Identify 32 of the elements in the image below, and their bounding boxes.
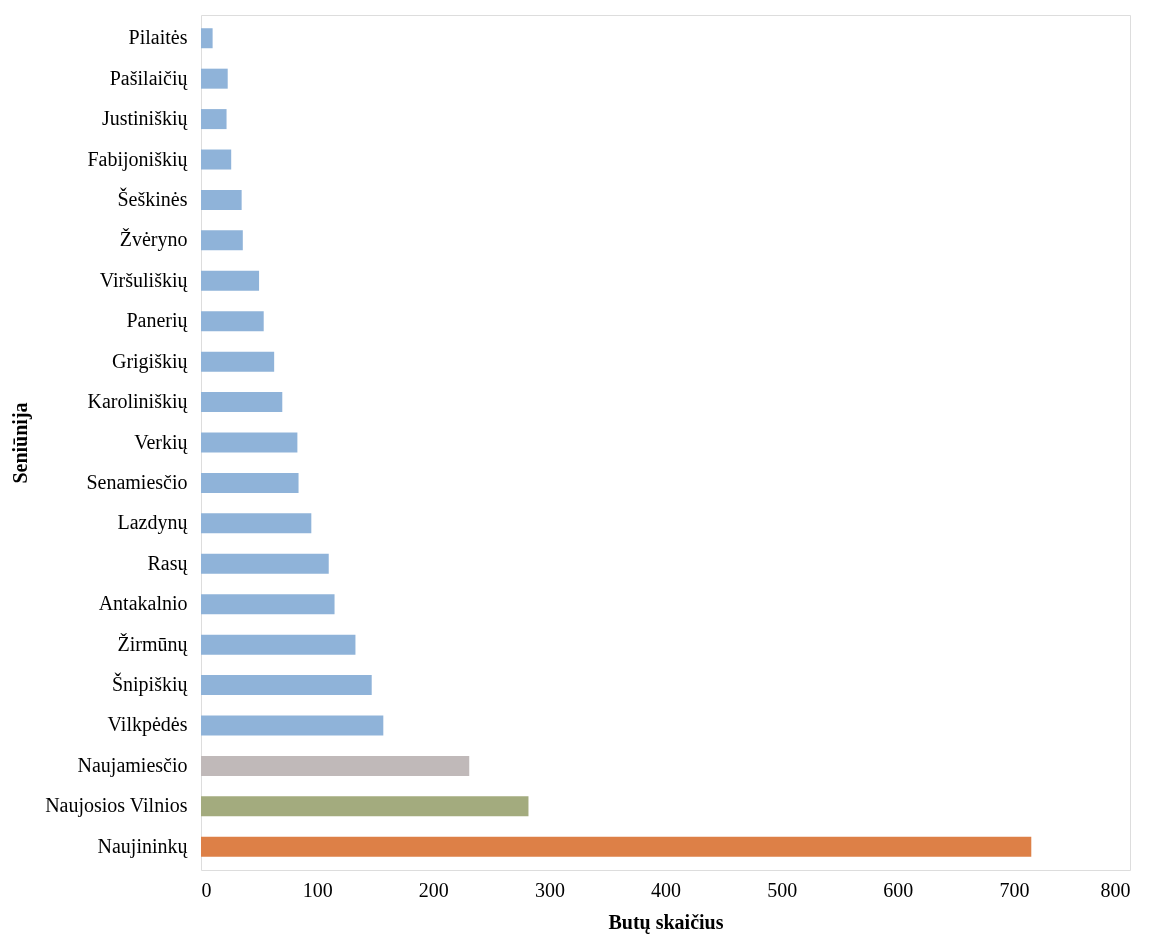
y-axis-title: Seniūnija [8, 402, 32, 484]
y-tick-label: Šeškinės [117, 186, 188, 210]
x-tick-label: 700 [999, 878, 1030, 901]
x-axis-title: Butų skaičius [608, 910, 724, 934]
y-tick-label: Justiniškių [101, 107, 189, 131]
y-tick-label: Pašilaičių [109, 66, 189, 90]
y-tick-label: Naujamiesčio [77, 753, 188, 777]
x-tick-label: 100 [302, 878, 333, 901]
y-tick-label: Antakalnio [98, 592, 188, 615]
x-tick-label: 200 [418, 878, 449, 901]
y-tick-label: Grigiškių [111, 349, 189, 373]
y-tick-label: Rasų [147, 551, 189, 575]
y-tick-label: Žvėryno [119, 228, 188, 252]
x-tick-label: 300 [534, 878, 565, 901]
y-tick-label: Pilaitės [128, 26, 188, 49]
y-tick-label: Lazdynų [117, 511, 189, 535]
x-tick-label: 400 [651, 878, 681, 901]
x-tick-label: 500 [767, 878, 798, 901]
y-tick-label: Žirmūnų [117, 632, 189, 656]
x-tick-label: 800 [1100, 878, 1131, 901]
y-tick-label: Senamiesčio [86, 470, 188, 493]
y-tick-label: Karoliniškių [87, 390, 189, 414]
y-tick-label: Vilkpėdės [107, 713, 188, 737]
x-tick-label: 600 [883, 878, 914, 901]
y-tick-label: Šnipiškių [111, 672, 189, 697]
y-tick-label: Fabijoniškių [87, 147, 189, 171]
y-tick-label: Viršuliškių [99, 268, 189, 292]
y-tick-label: Verkių [134, 430, 189, 454]
x-tick-label: 0 [201, 878, 212, 901]
y-tick-label: Naujininkų [97, 834, 189, 858]
y-tick-label: Naujosios Vilnios [45, 794, 188, 818]
y-tick-label: Panerių [126, 309, 189, 333]
